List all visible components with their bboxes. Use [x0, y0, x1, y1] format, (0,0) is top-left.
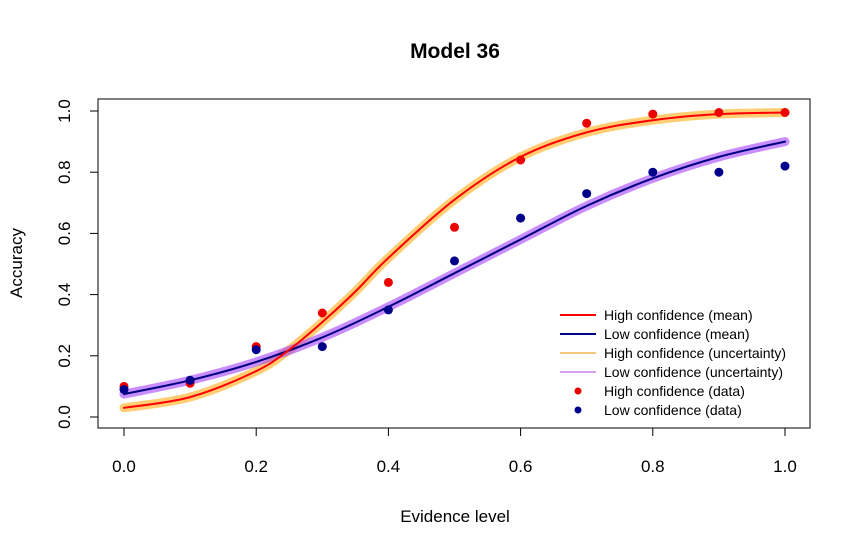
legend-label: High confidence (uncertainty) — [604, 345, 786, 361]
y-axis: 0.0 0.2 0.4 0.6 0.8 1.0 — [55, 99, 99, 429]
x-tick-label: 0.6 — [509, 457, 533, 476]
data-points — [119, 108, 790, 394]
legend-key-point — [574, 406, 582, 414]
low-confidence-point — [251, 345, 261, 355]
legend-label: Low confidence (uncertainty) — [604, 364, 783, 380]
high-confidence-point — [714, 108, 724, 117]
low-confidence-point — [714, 167, 724, 177]
x-tick-label: 0.4 — [377, 457, 401, 476]
chart-title: Model 36 — [410, 40, 500, 63]
low-confidence-point — [185, 375, 195, 385]
low-confidence-point — [383, 305, 393, 315]
y-tick-label: 0.6 — [55, 222, 74, 246]
high-confidence-point — [317, 308, 327, 318]
x-axis-label: Evidence level — [400, 507, 510, 526]
chart-legend: High confidence (mean) Low confidence (me… — [560, 307, 786, 418]
y-tick-label: 0.2 — [55, 344, 74, 368]
legend-key-point — [574, 387, 582, 395]
y-tick-label: 0.4 — [55, 283, 74, 307]
legend-label: Low confidence (data) — [604, 402, 742, 418]
low-confidence-mean-line — [123, 140, 786, 396]
low-confidence-point — [516, 213, 526, 223]
high-confidence-point — [450, 222, 459, 232]
y-tick-label: 0.8 — [55, 160, 74, 184]
x-tick-label: 0.8 — [641, 457, 665, 476]
legend-label: Low confidence (mean) — [604, 326, 750, 342]
x-tick-label: 0.0 — [112, 457, 136, 476]
low-confidence-point — [648, 167, 658, 177]
legend-label: High confidence (data) — [604, 383, 745, 399]
y-tick-label: 0.0 — [55, 405, 74, 429]
mean-curves — [123, 111, 786, 409]
legend-label: High confidence (mean) — [604, 307, 753, 323]
low-confidence-point — [317, 342, 327, 352]
high-confidence-point — [780, 108, 790, 117]
y-tick-label: 1.0 — [55, 99, 74, 123]
high-confidence-point — [648, 109, 658, 119]
high-confidence-point — [516, 155, 526, 165]
low-confidence-point — [582, 189, 592, 199]
x-tick-label: 0.2 — [244, 457, 268, 476]
high-confidence-point — [582, 118, 592, 128]
low-confidence-point — [450, 256, 459, 266]
low-confidence-point — [780, 161, 790, 171]
high-confidence-point — [383, 277, 393, 287]
x-tick-label: 1.0 — [773, 457, 797, 476]
low-confidence-point — [119, 385, 129, 394]
x-axis: 0.0 0.2 0.4 0.6 0.8 1.0 — [112, 427, 797, 476]
y-axis-label: Accuracy — [7, 228, 26, 298]
high-confidence-mean-line — [123, 111, 786, 409]
